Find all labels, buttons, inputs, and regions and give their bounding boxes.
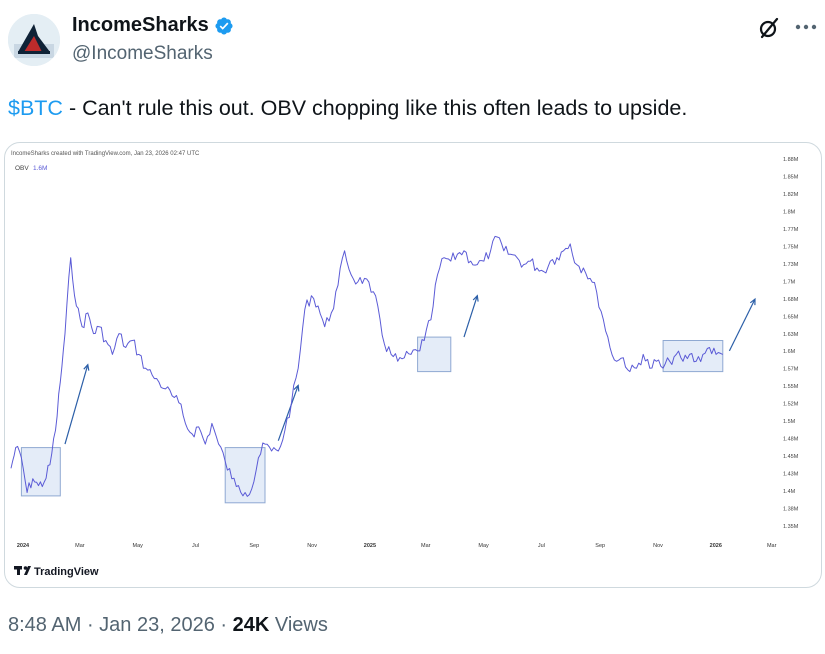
tradingview-logo-icon [14,566,31,575]
annotation-rectangle [224,447,266,504]
display-name[interactable]: IncomeSharks [72,14,209,36]
chart-header: IncomeSharks created with TradingView.co… [11,151,200,157]
annotation-rectangle [20,447,61,497]
y-tick-label: 1.68M [783,297,799,303]
y-tick-label: 1.7M [783,279,796,285]
series-layer [10,235,724,497]
y-tick-label: 1.6M [783,349,796,355]
shark-fin-icon [8,14,60,66]
y-tick-label: 1.63M [783,332,799,338]
obv-chart: IncomeSharks created with TradingView.co… [10,151,799,578]
x-tick-label: Mar [767,543,777,549]
tradingview-brand: TradingView [14,566,99,578]
x-tick-label: 2026 [710,543,722,549]
indicator-value: 1.6M [33,165,47,172]
x-tick-label: Mar [421,543,431,549]
avatar[interactable] [8,14,60,66]
annotation-arrow [64,363,90,445]
cashtag-link[interactable]: $BTC [8,96,63,120]
y-tick-label: 1.77M [783,227,799,233]
x-tick-label: Sep [249,543,259,549]
x-tick-label: Jul [538,543,545,549]
tweet-meta: 8:48 AM · Jan 23, 2026 · 24K Views [8,614,328,637]
y-tick-label: 1.35M [783,524,799,530]
y-tick-label: 1.85M [783,175,799,181]
x-tick-label: Nov [653,543,663,549]
y-tick-label: 1.45M [783,454,799,460]
tweet-date[interactable]: Jan 23, 2026 [99,614,215,636]
grok-icon[interactable] [757,16,781,40]
x-tick-label: May [478,543,489,549]
more-dots-icon[interactable] [792,14,820,40]
annotation-arrow [463,294,479,338]
annotation-arrow [728,297,756,352]
y-axis: 1.88M 1.85M 1.82M 1.8M 1.77M 1.75M 1.73M 1.7M 1.… [783,157,799,530]
y-tick-label: 1.82M [783,192,799,198]
annotation-arrow [277,384,300,441]
tweet-text: $BTC - Can't rule this out. OBV chopping… [8,94,687,122]
x-tick-label: Nov [307,543,317,549]
x-tick-label: May [133,543,144,549]
y-tick-label: 1.88M [783,157,799,163]
views-label: Views [269,614,328,636]
y-tick-label: 1.75M [783,244,799,250]
y-tick-label: 1.8M [783,209,796,215]
tweet-body: - Can't rule this out. OBV chopping like… [62,96,688,120]
y-tick-label: 1.55M [783,384,799,390]
meta-separator: · [214,614,233,636]
y-tick-label: 1.4M [783,489,796,495]
x-tick-label: Sep [595,543,605,549]
media-image[interactable]: IncomeSharks created with TradingView.co… [4,142,822,588]
y-tick-label: 1.65M [783,314,799,320]
x-tick-label: 2024 [17,543,30,549]
y-tick-label: 1.38M [783,507,799,513]
y-tick-label: 1.43M [783,472,799,478]
annotation-layer [20,294,756,504]
indicator-name: OBV [15,165,29,172]
author-name-row: IncomeSharks [72,14,234,37]
y-tick-label: 1.73M [783,262,799,268]
y-tick-label: 1.57M [783,367,799,373]
x-tick-label: 2025 [364,543,376,549]
views-count[interactable]: 24K [232,614,270,636]
tradingview-wordmark: TradingView [34,566,99,578]
x-axis: 2024 Mar May Jul Sep Nov 2025 Mar May Jul Sep Nov 20… [17,543,777,549]
annotation-rectangle [417,336,452,373]
meta-separator: · [81,614,100,636]
tweet-time[interactable]: 8:48 AM [8,614,82,636]
user-handle[interactable]: @IncomeSharks [72,43,213,64]
x-tick-label: Mar [75,543,85,549]
x-tick-label: Jul [192,543,199,549]
y-tick-label: 1.52M [783,402,799,408]
y-tick-label: 1.5M [783,419,796,425]
y-tick-label: 1.48M [783,437,799,443]
obv-series-line [10,235,724,497]
verified-badge-icon [215,17,233,34]
